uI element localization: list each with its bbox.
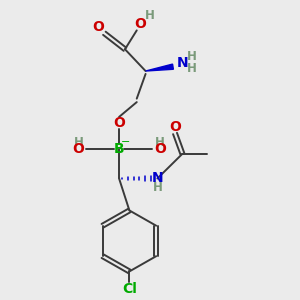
Text: H: H: [152, 181, 162, 194]
Text: H: H: [145, 9, 155, 22]
Text: O: O: [92, 20, 104, 34]
Text: N: N: [152, 172, 163, 185]
Text: B: B: [114, 142, 124, 157]
Text: O: O: [169, 120, 181, 134]
Text: H: H: [187, 50, 197, 63]
Text: H: H: [74, 136, 83, 149]
Polygon shape: [146, 64, 173, 71]
Text: O: O: [134, 17, 146, 31]
Text: Cl: Cl: [122, 282, 137, 296]
Text: N: N: [176, 56, 188, 70]
Text: H: H: [187, 61, 197, 75]
Text: O: O: [73, 142, 84, 157]
Text: −: −: [121, 137, 130, 147]
Text: O: O: [154, 142, 166, 157]
Text: H: H: [155, 136, 165, 149]
Text: O: O: [113, 116, 125, 130]
